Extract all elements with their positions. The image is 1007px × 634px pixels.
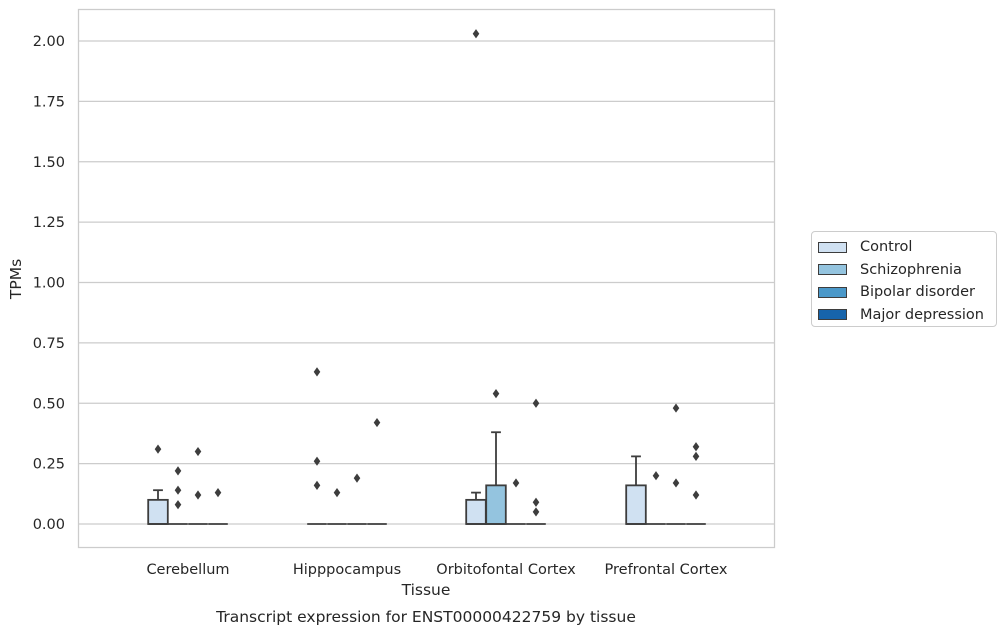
outlier-point	[492, 388, 500, 399]
y-tick-label: 2.00	[33, 34, 65, 50]
legend-label: Schizophrenia	[860, 261, 962, 278]
y-tick-label: 1.75	[33, 94, 65, 110]
outlier-point	[512, 478, 520, 488]
box-schizophrenia	[327, 488, 347, 525]
x-tick-label: Orbitofontal Cortex	[436, 562, 576, 578]
outlier-point	[692, 442, 700, 452]
outlier-point	[313, 367, 321, 377]
box-major-depression	[208, 488, 228, 525]
outlier-point	[194, 490, 202, 500]
box-major-depression	[526, 398, 546, 525]
legend-item: Bipolar disorder	[818, 281, 996, 304]
box-schizophrenia	[485, 388, 507, 525]
box-bipolar-disorder	[666, 403, 686, 525]
legend: Control Schizophrenia Bipolar disorder Majo…	[811, 231, 997, 327]
y-tick-label: 0.50	[33, 396, 65, 412]
outlier-point	[692, 490, 700, 500]
outlier-point	[214, 488, 222, 498]
outlier-point	[313, 456, 321, 466]
outlier-point	[672, 403, 680, 413]
box-control	[465, 29, 487, 525]
outlier-point	[353, 473, 361, 483]
box-schizophrenia	[168, 466, 188, 525]
box-bipolar-disorder	[506, 478, 526, 525]
box-major-depression	[686, 442, 706, 525]
legend-item: Control	[818, 236, 996, 259]
x-tick-label: Cerebellum	[146, 562, 229, 578]
legend-label: Bipolar disorder	[860, 284, 975, 301]
box	[147, 498, 169, 525]
box-bipolar-disorder	[347, 473, 367, 525]
box	[625, 484, 647, 525]
outlier-point	[174, 500, 182, 510]
y-axis-title: TPMs	[7, 259, 25, 300]
outlier-point	[174, 485, 182, 495]
legend-label: Control	[860, 239, 913, 256]
x-axis-title: Tissue	[401, 581, 451, 599]
plot-frame	[77, 8, 776, 549]
chart-caption: Transcript expression for ENST0000042275…	[215, 608, 636, 626]
y-tick-label: 1.50	[33, 155, 65, 171]
outlier-point	[194, 446, 202, 457]
y-tick-label: 1.00	[33, 276, 65, 292]
box-schizophrenia	[646, 471, 666, 525]
y-tick-label: 0.00	[33, 517, 65, 533]
legend-swatch	[818, 286, 847, 298]
box-bipolar-disorder	[188, 446, 208, 525]
legend-swatch	[818, 309, 847, 321]
legend-item: Major depression	[818, 304, 996, 327]
box	[485, 484, 507, 525]
y-tick-labels: 0.00 0.25 0.50 0.75 1.00 1.25 1.50 1.75 2.00	[33, 34, 65, 533]
y-tick-label: 0.75	[33, 336, 65, 352]
box-control	[625, 455, 647, 525]
x-tick-label: Hipppocampus	[293, 562, 401, 578]
outlier-point	[532, 507, 540, 517]
outlier-point	[532, 497, 540, 507]
outlier-point	[692, 451, 700, 461]
outlier-point	[333, 488, 341, 498]
outlier-point	[652, 471, 660, 481]
box-control	[307, 367, 327, 525]
legend-label: Major depression	[860, 306, 984, 323]
outlier-point	[154, 444, 162, 454]
box-series	[147, 29, 706, 525]
legend-swatch	[818, 241, 847, 253]
x-tick-label: Prefrontal Cortex	[605, 562, 728, 578]
outlier-point	[373, 417, 381, 428]
y-gridlines	[78, 40, 775, 525]
x-tick-labels: Cerebellum Hipppocampus Orbitofontal Corte…	[146, 562, 727, 578]
legend-item: Schizophrenia	[818, 259, 996, 282]
box-major-depression	[367, 417, 387, 525]
outlier-point	[532, 398, 540, 408]
legend-swatch	[818, 264, 847, 276]
outlier-point	[672, 478, 680, 488]
outlier-point	[472, 29, 480, 39]
y-tick-label: 0.25	[33, 457, 65, 473]
outlier-point	[313, 480, 321, 490]
outlier-point	[174, 466, 182, 476]
box-control	[147, 444, 169, 525]
box	[465, 498, 487, 525]
y-tick-label: 1.25	[33, 215, 65, 231]
